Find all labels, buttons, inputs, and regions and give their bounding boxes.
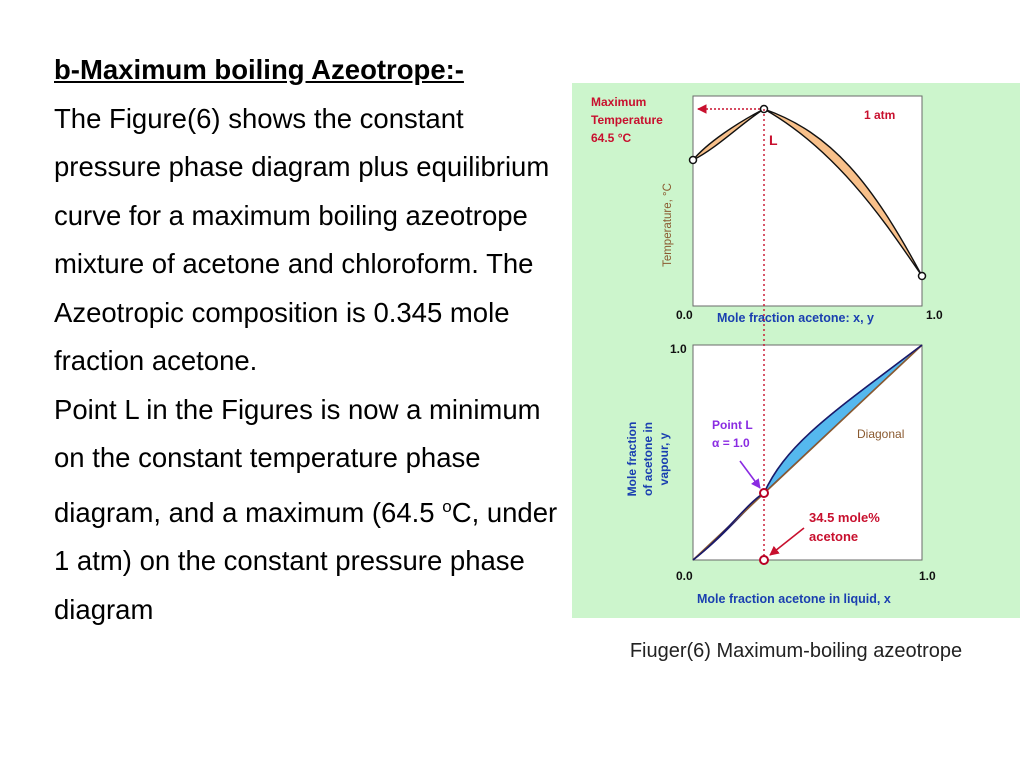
pressure-label: 1 atm xyxy=(864,108,895,122)
bottom-y-axis-label-2: of acetone in xyxy=(641,422,655,496)
paragraph-point-l-part2: C, under 1 atm) on the constant pressure… xyxy=(54,496,558,625)
figure-caption: Fiuger(6) Maximum-boiling azeotrope xyxy=(629,640,963,662)
max-temperature-label-1: Maximum xyxy=(591,95,646,109)
bottom-x-tick-max: 1.0 xyxy=(919,569,936,583)
point-l-arrow xyxy=(739,460,761,489)
bottom-x-tick-min: 0.0 xyxy=(676,569,693,583)
point-l-label: L xyxy=(769,132,778,148)
azeotrope-composition-label-2: acetone xyxy=(809,529,858,544)
top-plot-area xyxy=(692,95,923,307)
paragraph-point-l: Point L in the Figures is now a minimum … xyxy=(54,386,574,635)
top-y-axis-label: Temperature, °C xyxy=(662,183,674,267)
section-heading: b-Maximum boiling Azeotrope:- xyxy=(54,54,464,85)
bottom-x-axis-label: Mole fraction acetone in liquid, x xyxy=(697,592,891,606)
degree-superscript: o xyxy=(442,496,452,516)
slide-text: b-Maximum boiling Azeotrope:- The Figure… xyxy=(54,46,574,634)
azeotrope-figure: Maximum Temperature 64.5 °C L 1 atm Temp… xyxy=(572,83,1020,618)
bottom-y-axis-label-1: Mole fraction xyxy=(625,422,639,497)
max-temperature-label-3: 64.5 °C xyxy=(591,131,631,145)
equilibrium-curve xyxy=(692,344,923,561)
bottom-y-axis-label-3: vapour, y xyxy=(657,432,671,485)
azeotrope-composition-label-1: 34.5 mole% xyxy=(809,510,880,525)
paragraph-description: The Figure(6) shows the constant pressur… xyxy=(54,102,550,377)
bottom-x-axis-point xyxy=(759,555,769,565)
bottom-y-tick-max: 1.0 xyxy=(670,342,687,356)
top-left-endpoint xyxy=(688,155,698,165)
top-right-endpoint xyxy=(917,271,927,281)
paragraph-point-l-part1: Point L in the Figures is now a minimum … xyxy=(54,393,541,528)
alpha-label: α = 1.0 xyxy=(712,436,750,450)
top-x-tick-max: 1.0 xyxy=(926,308,943,322)
top-x-axis-label: Mole fraction acetone: x, y xyxy=(717,311,874,325)
top-x-tick-min: 0.0 xyxy=(676,308,693,322)
max-temperature-label-2: Temperature xyxy=(591,113,663,127)
diagonal-label: Diagonal xyxy=(857,427,904,441)
azeotrope-arrow xyxy=(769,527,805,556)
bottom-azeotrope-point xyxy=(759,488,769,498)
point-l-label-bottom: Point L xyxy=(712,418,753,432)
